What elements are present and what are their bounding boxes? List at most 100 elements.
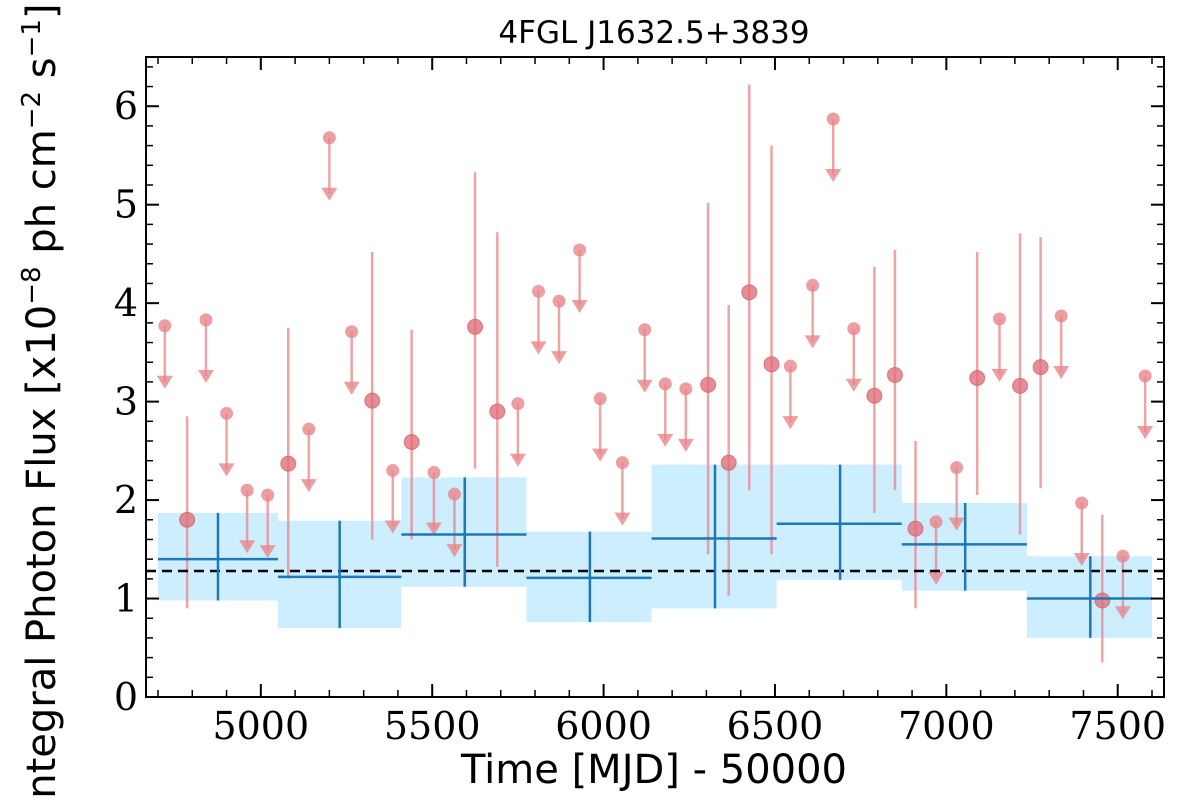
upper-limit-25 <box>948 461 965 531</box>
upper-limit-marker <box>427 466 441 480</box>
upper-limit-8 <box>384 464 401 534</box>
bin-cross-3 <box>526 531 652 623</box>
upper-limit-30 <box>1137 369 1154 440</box>
upper-limit-marker <box>345 325 359 339</box>
y-axis-label-mid: ph cm <box>19 129 65 266</box>
upper-limit-arrow <box>259 545 276 559</box>
y-axis-label-mid2: s <box>19 57 65 91</box>
detection-6 <box>700 202 717 555</box>
detection-marker <box>1094 592 1111 609</box>
detection-7 <box>720 305 737 596</box>
y-tick-label: 4 <box>114 281 138 325</box>
x-tick-label: 5500 <box>384 704 481 748</box>
upper-limit-arrow <box>300 479 317 493</box>
upper-limit-0 <box>156 319 173 389</box>
detection-marker <box>886 367 903 384</box>
upper-limit-marker <box>929 515 943 529</box>
plot-frame <box>145 56 1165 698</box>
upper-limit-marker <box>447 487 461 501</box>
upper-limit-arrow <box>239 540 256 554</box>
upper-limit-26 <box>991 312 1008 382</box>
x-tick-label: 6000 <box>555 704 652 748</box>
detection-marker <box>403 433 420 450</box>
upper-limit-15 <box>592 392 609 462</box>
upper-limit-6 <box>321 131 338 201</box>
upper-limit-1 <box>197 313 214 383</box>
detection-marker <box>741 284 758 301</box>
upper-limit-arrow <box>677 438 694 452</box>
upper-limit-marker <box>386 464 400 478</box>
x-tick-label: 5000 <box>212 704 309 748</box>
detection-15 <box>1032 237 1049 489</box>
upper-limit-11 <box>509 397 526 467</box>
detection-marker <box>179 511 196 528</box>
upper-limit-arrow <box>343 381 360 395</box>
upper-limit-27 <box>1053 309 1070 379</box>
detection-3 <box>403 329 420 540</box>
detection-8 <box>741 84 758 491</box>
upper-limit-23 <box>845 322 862 392</box>
y-tick-label: 0 <box>114 675 138 719</box>
upper-limit-arrow <box>1073 553 1090 567</box>
detection-16 <box>1094 514 1111 663</box>
detection-4 <box>467 172 484 469</box>
detection-14 <box>1012 233 1029 535</box>
upper-limit-18 <box>657 377 674 447</box>
y-tick-label: 3 <box>114 380 138 424</box>
upper-limit-19 <box>677 382 694 452</box>
upper-limit-13 <box>551 294 568 365</box>
upper-limit-21 <box>804 278 821 349</box>
upper-limit-marker <box>658 377 672 391</box>
upper-limit-marker <box>531 284 545 298</box>
upper-limit-14 <box>571 243 588 313</box>
upper-limit-marker <box>220 406 234 420</box>
upper-limit-arrow <box>446 544 463 558</box>
upper-limit-arrow <box>197 369 214 383</box>
detection-12 <box>907 441 924 609</box>
y-tick-label: 1 <box>114 577 138 621</box>
upper-limit-marker <box>615 456 629 470</box>
upper-limit-22 <box>825 112 842 183</box>
upper-limit-arrow <box>1137 426 1154 440</box>
upper-limit-arrow <box>384 520 401 534</box>
upper-limit-arrow <box>845 378 862 392</box>
upper-limit-marker <box>199 313 213 327</box>
upper-limit-marker <box>322 131 336 145</box>
upper-limit-arrow <box>636 379 653 393</box>
detection-marker <box>1032 359 1049 376</box>
upper-limit-marker <box>240 483 254 497</box>
upper-limit-arrow <box>551 351 568 365</box>
y-tick-label: 6 <box>114 84 138 128</box>
upper-limit-marker <box>1116 549 1130 563</box>
upper-limit-29 <box>1114 549 1131 620</box>
upper-limit-arrow <box>825 169 842 183</box>
detection-marker <box>1012 377 1029 394</box>
upper-limit-marker <box>302 422 316 436</box>
detection-marker <box>720 454 737 471</box>
upper-limit-arrow <box>156 375 173 389</box>
upper-limit-12 <box>530 284 547 355</box>
upper-limit-9 <box>425 466 442 536</box>
bin-cross-4 <box>651 464 777 609</box>
upper-limit-marker <box>1054 309 1068 323</box>
detection-11 <box>886 249 903 491</box>
upper-limit-arrow <box>571 299 588 313</box>
bin-cross-0 <box>157 512 278 601</box>
upper-limit-arrow <box>530 341 547 355</box>
upper-limit-24 <box>928 515 945 585</box>
upper-limit-marker <box>826 112 840 126</box>
detection-marker <box>364 392 381 409</box>
y-axis-label-sup3: −1 <box>17 19 47 57</box>
plot-area <box>146 84 1164 663</box>
detection-5 <box>489 232 506 568</box>
upper-limit-10 <box>446 487 463 558</box>
detection-0 <box>179 416 196 609</box>
upper-limit-arrow <box>804 335 821 349</box>
upper-limit-5 <box>300 422 317 493</box>
detection-13 <box>969 251 986 496</box>
detection-marker <box>907 520 924 537</box>
detection-marker <box>489 403 506 420</box>
bin-cross-5 <box>776 464 902 580</box>
detection-marker <box>467 318 484 335</box>
upper-limit-arrow <box>1114 606 1131 620</box>
